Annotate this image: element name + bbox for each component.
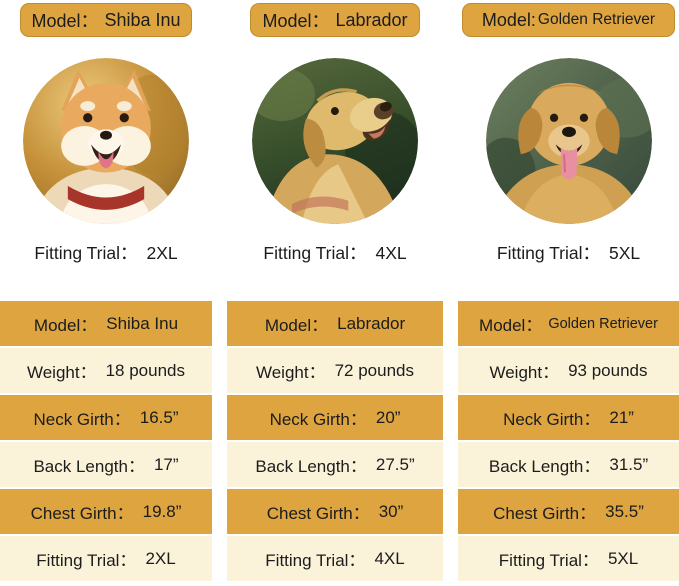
table-row-neck-girth: Neck Girth： 16.5” bbox=[0, 395, 212, 440]
fitting-trial-label: Fitting Trial： bbox=[496, 243, 600, 263]
table-row-weight: Weight： 18 pounds bbox=[0, 348, 212, 393]
row-value: Shiba Inu bbox=[106, 313, 179, 333]
row-value: 72 pounds bbox=[334, 360, 414, 380]
golden-retriever-illustration bbox=[485, 58, 652, 224]
row-value: 27.5” bbox=[375, 454, 415, 474]
table-row-back-length: Back Length： 31.5” bbox=[458, 442, 679, 487]
row-label: Chest Girth： bbox=[493, 504, 597, 523]
row-label: Chest Girth： bbox=[266, 504, 370, 523]
row-value: 19.8” bbox=[142, 501, 182, 521]
table-row-weight: Weight： 72 pounds bbox=[227, 348, 443, 393]
fitting-trial-shiba: Fitting Trial： 2XL bbox=[34, 240, 177, 265]
row-value: 2XL bbox=[145, 548, 176, 568]
row-value: 18 pounds bbox=[105, 360, 185, 380]
row-label: Fitting Trial： bbox=[498, 551, 599, 570]
row-label: Neck Girth： bbox=[503, 410, 601, 429]
table-row-chest-girth: Chest Girth： 30” bbox=[227, 489, 443, 534]
row-label: Back Length： bbox=[33, 457, 145, 476]
table-row-neck-girth: Neck Girth： 21” bbox=[458, 395, 679, 440]
size-table-shiba: Model： Shiba Inu Weight： 18 pounds Neck Gi… bbox=[0, 301, 212, 581]
table-row-neck-girth: Neck Girth： 20” bbox=[227, 395, 443, 440]
fitting-trial-value: 5XL bbox=[608, 243, 641, 263]
table-row-fitting-trial: Fitting Trial： 5XL bbox=[458, 536, 679, 581]
row-value: 35.5” bbox=[605, 501, 644, 521]
row-value: 30” bbox=[378, 501, 404, 521]
model-header-label: Model： bbox=[31, 11, 99, 31]
model-header-value: Labrador bbox=[335, 9, 408, 30]
model-header-golden: Model: Golden Retriever bbox=[462, 3, 675, 37]
row-label: Model： bbox=[264, 316, 329, 335]
row-value: 5XL bbox=[607, 548, 639, 568]
row-label: Fitting Trial： bbox=[265, 551, 366, 570]
column-labrador: Model： Labrador bbox=[227, 0, 443, 581]
model-header-label: Model: bbox=[481, 9, 536, 30]
golden-retriever-photo bbox=[485, 58, 652, 224]
table-row-chest-girth: Chest Girth： 35.5” bbox=[458, 489, 679, 534]
row-value: Golden Retriever bbox=[548, 315, 658, 332]
shiba-inu-photo bbox=[23, 58, 189, 224]
table-row-model: Model： Shiba Inu bbox=[0, 301, 212, 346]
row-label: Neck Girth： bbox=[33, 410, 131, 429]
table-row-back-length: Back Length： 27.5” bbox=[227, 442, 443, 487]
table-row-chest-girth: Chest Girth： 19.8” bbox=[0, 489, 212, 534]
row-label: Weight： bbox=[26, 363, 97, 382]
row-value: 20” bbox=[375, 407, 401, 427]
row-label: Back Length： bbox=[488, 457, 601, 476]
model-header-value: Golden Retriever bbox=[537, 11, 656, 28]
fitting-trial-label: Fitting Trial： bbox=[34, 243, 138, 263]
labrador-photo bbox=[252, 58, 418, 224]
table-row-fitting-trial: Fitting Trial： 4XL bbox=[227, 536, 443, 581]
fitting-trial-value: 4XL bbox=[375, 243, 407, 263]
table-row-weight: Weight： 93 pounds bbox=[458, 348, 679, 393]
row-value: 21” bbox=[609, 407, 634, 427]
size-table-golden: Model： Golden Retriever Weight： 93 pounds … bbox=[458, 301, 679, 581]
table-row-model: Model： Golden Retriever bbox=[458, 301, 679, 346]
fitting-trial-label: Fitting Trial： bbox=[263, 243, 367, 263]
labrador-illustration bbox=[252, 58, 418, 224]
row-label: Weight： bbox=[489, 363, 560, 382]
row-value: 16.5” bbox=[139, 407, 179, 427]
fitting-trial-value: 2XL bbox=[146, 243, 178, 263]
row-value: 31.5” bbox=[609, 454, 649, 474]
row-label: Weight： bbox=[255, 363, 326, 382]
row-label: Back Length： bbox=[255, 457, 367, 476]
model-header-value: Shiba Inu bbox=[104, 9, 181, 30]
model-header-shiba: Model： Shiba Inu bbox=[20, 3, 192, 37]
column-golden-retriever: Model: Golden Retriever bbox=[458, 0, 679, 581]
row-value: Labrador bbox=[337, 313, 406, 333]
row-label: Model： bbox=[33, 316, 98, 335]
row-value: 17” bbox=[153, 454, 179, 474]
row-label: Neck Girth： bbox=[269, 410, 367, 429]
row-value: 93 pounds bbox=[568, 360, 648, 380]
fitting-trial-golden: Fitting Trial： 5XL bbox=[497, 240, 640, 265]
table-row-back-length: Back Length： 17” bbox=[0, 442, 212, 487]
size-table-labrador: Model： Labrador Weight： 72 pounds Neck Gir… bbox=[227, 301, 443, 581]
shiba-inu-illustration bbox=[23, 58, 189, 224]
table-row-fitting-trial: Fitting Trial： 2XL bbox=[0, 536, 212, 581]
row-label: Fitting Trial： bbox=[36, 551, 137, 570]
row-value: 4XL bbox=[374, 548, 405, 568]
model-header-labrador: Model： Labrador bbox=[250, 3, 420, 37]
model-header-label: Model： bbox=[262, 11, 330, 31]
fitting-trial-labrador: Fitting Trial： 4XL bbox=[263, 240, 406, 265]
table-row-model: Model： Labrador bbox=[227, 301, 443, 346]
row-label: Chest Girth： bbox=[30, 504, 134, 523]
row-label: Model： bbox=[479, 316, 543, 335]
column-shiba-inu: Model： Shiba Inu bbox=[0, 0, 212, 581]
